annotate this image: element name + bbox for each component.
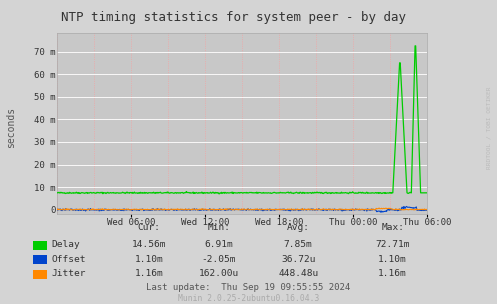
Text: NTP timing statistics for system peer - by day: NTP timing statistics for system peer - … xyxy=(61,11,406,24)
Text: 1.16m: 1.16m xyxy=(135,269,164,278)
Text: 14.56m: 14.56m xyxy=(132,240,166,249)
Text: Last update:  Thu Sep 19 09:55:55 2024: Last update: Thu Sep 19 09:55:55 2024 xyxy=(147,283,350,292)
Text: 1.10m: 1.10m xyxy=(135,254,164,264)
Text: RRDTOOL / TOBI OETIKER: RRDTOOL / TOBI OETIKER xyxy=(486,86,491,169)
Text: 6.91m: 6.91m xyxy=(204,240,233,249)
Text: Cur:: Cur: xyxy=(138,223,161,232)
Text: 162.00u: 162.00u xyxy=(199,269,239,278)
Text: Munin 2.0.25-2ubuntu0.16.04.3: Munin 2.0.25-2ubuntu0.16.04.3 xyxy=(178,294,319,303)
Text: 7.85m: 7.85m xyxy=(284,240,313,249)
Text: Max:: Max: xyxy=(381,223,404,232)
Text: seconds: seconds xyxy=(6,107,16,148)
Text: Jitter: Jitter xyxy=(51,269,85,278)
Text: -2.05m: -2.05m xyxy=(201,254,236,264)
Text: Avg:: Avg: xyxy=(287,223,310,232)
Text: 1.16m: 1.16m xyxy=(378,269,407,278)
Text: Offset: Offset xyxy=(51,254,85,264)
Text: 1.10m: 1.10m xyxy=(378,254,407,264)
Text: Min:: Min: xyxy=(207,223,230,232)
Text: 36.72u: 36.72u xyxy=(281,254,316,264)
Text: Delay: Delay xyxy=(51,240,80,249)
Text: 448.48u: 448.48u xyxy=(278,269,318,278)
Text: 72.71m: 72.71m xyxy=(375,240,410,249)
